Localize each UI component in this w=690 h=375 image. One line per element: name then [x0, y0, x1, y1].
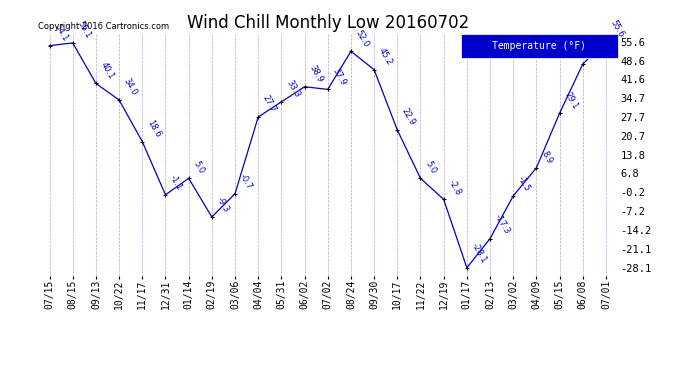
Text: 18.6: 18.6: [145, 118, 162, 139]
Text: 52.0: 52.0: [354, 28, 371, 48]
Text: 54.1: 54.1: [52, 22, 69, 43]
Text: 55.1: 55.1: [75, 20, 92, 40]
Text: -9.3: -9.3: [215, 196, 230, 214]
Text: Temperature (°F): Temperature (°F): [492, 41, 586, 51]
Text: 37.9: 37.9: [331, 66, 348, 87]
Text: 47.3: 47.3: [586, 40, 602, 61]
Text: 5.0: 5.0: [191, 160, 206, 176]
Text: 34.0: 34.0: [122, 76, 139, 97]
Text: -0.7: -0.7: [238, 172, 254, 191]
Text: 22.9: 22.9: [400, 107, 417, 127]
Title: Wind Chill Monthly Low 20160702: Wind Chill Monthly Low 20160702: [186, 14, 469, 32]
Text: 55.6: 55.6: [609, 18, 626, 39]
Text: -2.8: -2.8: [446, 178, 462, 197]
Text: -1.5: -1.5: [516, 175, 532, 193]
Text: -28.1: -28.1: [470, 242, 489, 265]
FancyBboxPatch shape: [461, 34, 618, 58]
Text: 33.3: 33.3: [284, 78, 302, 99]
Text: 40.1: 40.1: [99, 60, 116, 81]
Text: -17.3: -17.3: [493, 213, 511, 236]
Text: 8.9: 8.9: [539, 149, 553, 165]
Text: 27.7: 27.7: [261, 94, 278, 114]
Text: 29.1: 29.1: [562, 90, 580, 110]
Text: -1.1: -1.1: [168, 174, 184, 192]
Text: 5.0: 5.0: [423, 160, 437, 176]
Text: Copyright 2016 Cartronics.com: Copyright 2016 Cartronics.com: [38, 22, 169, 32]
Text: 38.9: 38.9: [307, 63, 324, 84]
Text: 45.2: 45.2: [377, 46, 394, 67]
